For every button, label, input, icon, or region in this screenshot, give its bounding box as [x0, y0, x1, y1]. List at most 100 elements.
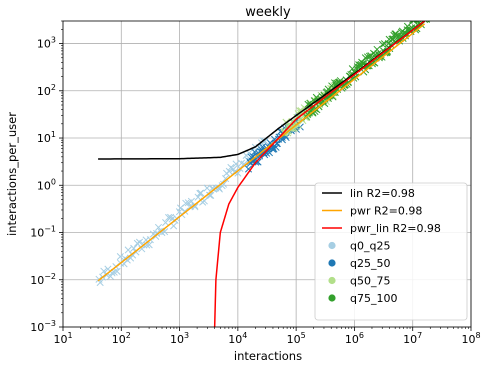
y-tick-label: 101: [37, 130, 56, 145]
scatter-point-q0_q25: [191, 203, 199, 211]
fit-line-pwr: [97, 23, 426, 282]
scatter-mark-stroke: [165, 213, 173, 222]
scatter-mark-stroke: [282, 133, 290, 142]
scatter-mark-stroke: [227, 163, 235, 172]
x-tick-label-base: 10: [53, 333, 67, 346]
x-tick-label: 107: [403, 331, 422, 346]
chart-title: weekly: [245, 5, 291, 20]
x-tick-label-exponent: 6: [359, 331, 364, 340]
legend-label: q0_q25: [350, 240, 390, 253]
scatter-point-q75_100: [361, 54, 369, 62]
scatter-mark-stroke: [427, 21, 431, 23]
y-tick-label: 100: [37, 177, 56, 192]
scatter-point-q0_q25: [187, 197, 195, 205]
fit-lines-layer: [97, 21, 426, 327]
scatter-mark-stroke: [329, 89, 337, 97]
scatter-mark-stroke: [168, 215, 176, 223]
scatter-point-q0_q25: [100, 267, 108, 275]
scatter-mark-stroke: [369, 58, 377, 66]
scatter-mark-stroke: [116, 253, 124, 261]
y-tick-label: 10−2: [30, 272, 56, 287]
y-tick-label-exponent: −3: [44, 319, 56, 328]
x-tick-label-exponent: 1: [67, 331, 72, 340]
legend-swatch-q75_100: [328, 294, 336, 302]
legend-label: lin R2=0.98: [350, 187, 415, 200]
scatter-mark-stroke: [191, 203, 199, 211]
scatter-mark-stroke: [196, 189, 204, 197]
scatter-mark-stroke: [371, 51, 379, 59]
scatter-mark-stroke: [425, 21, 429, 24]
legend-swatch-q50_75: [328, 276, 336, 285]
scatter-point-q0_q25: [197, 189, 205, 197]
x-tick-label: 101: [53, 331, 72, 346]
scatter-mark-stroke: [138, 245, 146, 253]
scatter-mark-stroke: [220, 180, 228, 188]
legend-swatch-q25_50: [328, 259, 336, 267]
y-tick-label-exponent: −1: [44, 225, 56, 234]
legend-label: pwr R2=0.98: [350, 205, 422, 218]
scatter-point-q25_50: [263, 149, 271, 157]
scatter-mark-stroke: [113, 267, 121, 275]
x-tick-label: 105: [287, 331, 306, 346]
y-tick-label: 10−1: [30, 225, 56, 240]
scatter-mark-stroke: [124, 246, 132, 254]
scatter-point-q25_50: [254, 158, 262, 166]
x-tick-label-exponent: 3: [184, 331, 189, 340]
scatter-point-q75_100: [376, 52, 384, 61]
legend-swatch-q0_q25: [328, 241, 336, 250]
scatter-point-q0_q25: [127, 254, 135, 262]
scatter-mark-stroke: [205, 191, 214, 199]
scatter-mark-stroke: [104, 265, 112, 273]
scatter-mark-stroke: [187, 197, 195, 205]
scatter-point-q0_q25: [143, 241, 151, 249]
y-tick-label-exponent: 0: [51, 177, 56, 186]
scatter-mark-stroke: [336, 77, 344, 85]
x-tick-label-exponent: 4: [242, 331, 247, 340]
scatter-mark-stroke: [200, 197, 208, 205]
y-tick-label: 103: [37, 36, 56, 51]
scatter-mark-stroke: [130, 244, 138, 252]
scatter-mark-stroke: [145, 241, 153, 249]
scatter-point-q0_q25: [182, 199, 190, 207]
scatter-mark-stroke: [154, 223, 163, 231]
scatter-mark-stroke: [254, 158, 262, 166]
scatter-mark-stroke: [344, 78, 353, 86]
y-tick-label-base: 10: [30, 321, 44, 334]
x-tick-label-base: 10: [461, 333, 475, 346]
scatter-mark-stroke: [410, 21, 413, 23]
scatter-mark-stroke: [361, 54, 369, 62]
scatter-mark-stroke: [194, 193, 202, 201]
y-tick-label-exponent: 1: [51, 130, 56, 139]
scatter-mark-stroke: [251, 148, 259, 156]
scatter-mark-stroke: [207, 191, 215, 199]
scatter-mark-stroke: [359, 60, 367, 68]
scatter-mark-stroke: [347, 70, 355, 79]
x-tick-label-base: 10: [170, 333, 184, 346]
x-tick-label-base: 10: [403, 333, 417, 346]
x-tick-label: 102: [112, 331, 131, 346]
y-tick-label-base: 10: [37, 38, 51, 51]
scatter-mark-stroke: [258, 143, 266, 151]
legend-label: q75_100: [350, 292, 397, 305]
scatter-mark-stroke: [197, 189, 205, 197]
x-tick-label: 103: [170, 331, 189, 346]
y-tick-label-base: 10: [37, 132, 51, 145]
scatter-mark-stroke: [222, 175, 230, 183]
scatter-mark-stroke: [292, 125, 301, 133]
y-tick-label-exponent: 3: [51, 36, 56, 45]
scatter-mark-stroke: [143, 241, 151, 249]
scatter-point-q75_100: [378, 40, 387, 48]
scatter-mark-stroke: [296, 107, 304, 115]
scatter-mark-stroke: [108, 269, 116, 277]
scatter-mark-stroke: [387, 41, 395, 49]
y-tick-label-base: 10: [37, 179, 51, 192]
scatter-mark-stroke: [229, 165, 238, 173]
x-tick-label-exponent: 7: [417, 331, 422, 340]
x-tick-label-base: 10: [112, 333, 126, 346]
scatter-mark-stroke: [261, 137, 269, 145]
y-tick-label-exponent: 2: [51, 83, 56, 92]
scatter-mark-stroke: [392, 30, 400, 38]
y-tick-label-base: 10: [30, 274, 44, 287]
